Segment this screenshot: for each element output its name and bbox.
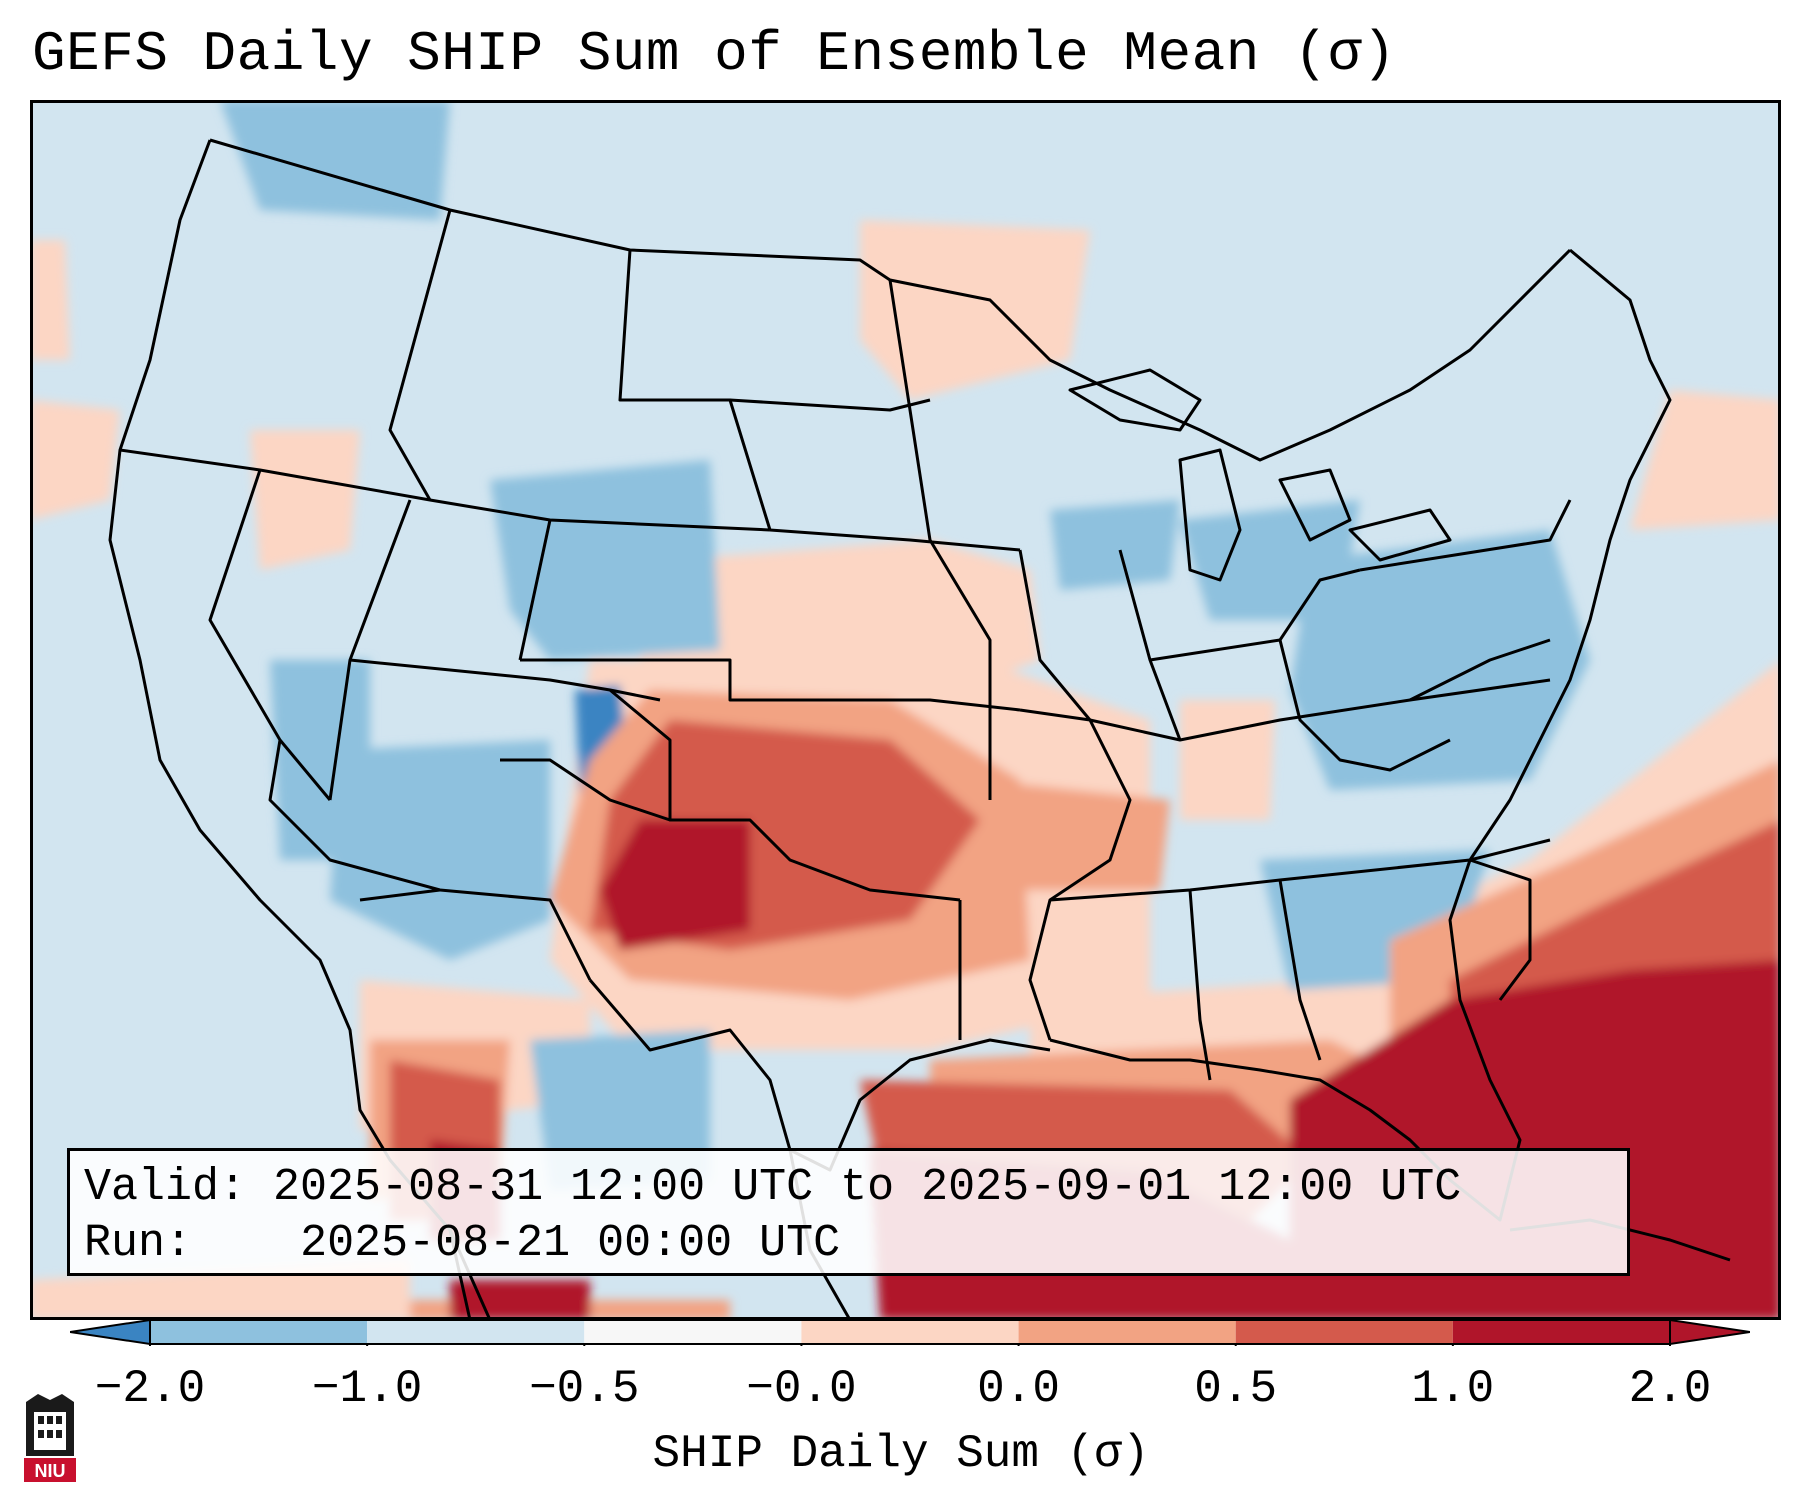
- run-label: Run:: [84, 1218, 193, 1269]
- map-title: GEFS Daily SHIP Sum of Ensemble Mean (σ): [32, 22, 1397, 86]
- colorbar-segment: [801, 1320, 1019, 1344]
- niu-logo: NIU: [24, 1394, 76, 1482]
- colorbar-tick-label: −2.0: [94, 1363, 206, 1415]
- colorbar-segment: [584, 1320, 802, 1344]
- colorbar-tick-label: 2.0: [1628, 1363, 1712, 1415]
- colorbar-tick-label: 0.5: [1194, 1363, 1278, 1415]
- colorbar: [70, 1318, 1750, 1346]
- logo-text: NIU: [35, 1461, 66, 1481]
- colorbar-segment: [1452, 1320, 1670, 1344]
- colorbar-extend-high: [1669, 1318, 1750, 1346]
- colorbar-tick-label: 1.0: [1411, 1363, 1495, 1415]
- colorbar-extend-low: [70, 1318, 151, 1346]
- colorbar-segment: [1018, 1320, 1236, 1344]
- valid-label: Valid:: [84, 1162, 247, 1213]
- colorbar-tick-label: −0.5: [529, 1363, 640, 1415]
- anomaly-fields: [30, 100, 1781, 1320]
- boundary-lines: [108, 138, 1731, 1320]
- colorbar-segment: [1235, 1320, 1453, 1344]
- colorbar-label: SHIP Daily Sum (σ): [652, 1428, 1150, 1480]
- ship-map: [30, 100, 1781, 1320]
- colorbar-tick-label: −1.0: [311, 1363, 423, 1415]
- colorbar-tick-label: 0.0: [977, 1363, 1060, 1415]
- colorbar-segment: [367, 1320, 585, 1344]
- run-value: 2025-08-21 00:00 UTC: [300, 1218, 841, 1269]
- valid-value: 2025-08-31 12:00 UTC to 2025-09-01 12:00…: [273, 1162, 1462, 1213]
- colorbar-segment: [150, 1320, 368, 1344]
- colorbar-tick-label: −0.0: [746, 1363, 857, 1415]
- validity-info-box: Valid: 2025-08-31 12:00 UTC to 2025-09-0…: [67, 1148, 1630, 1276]
